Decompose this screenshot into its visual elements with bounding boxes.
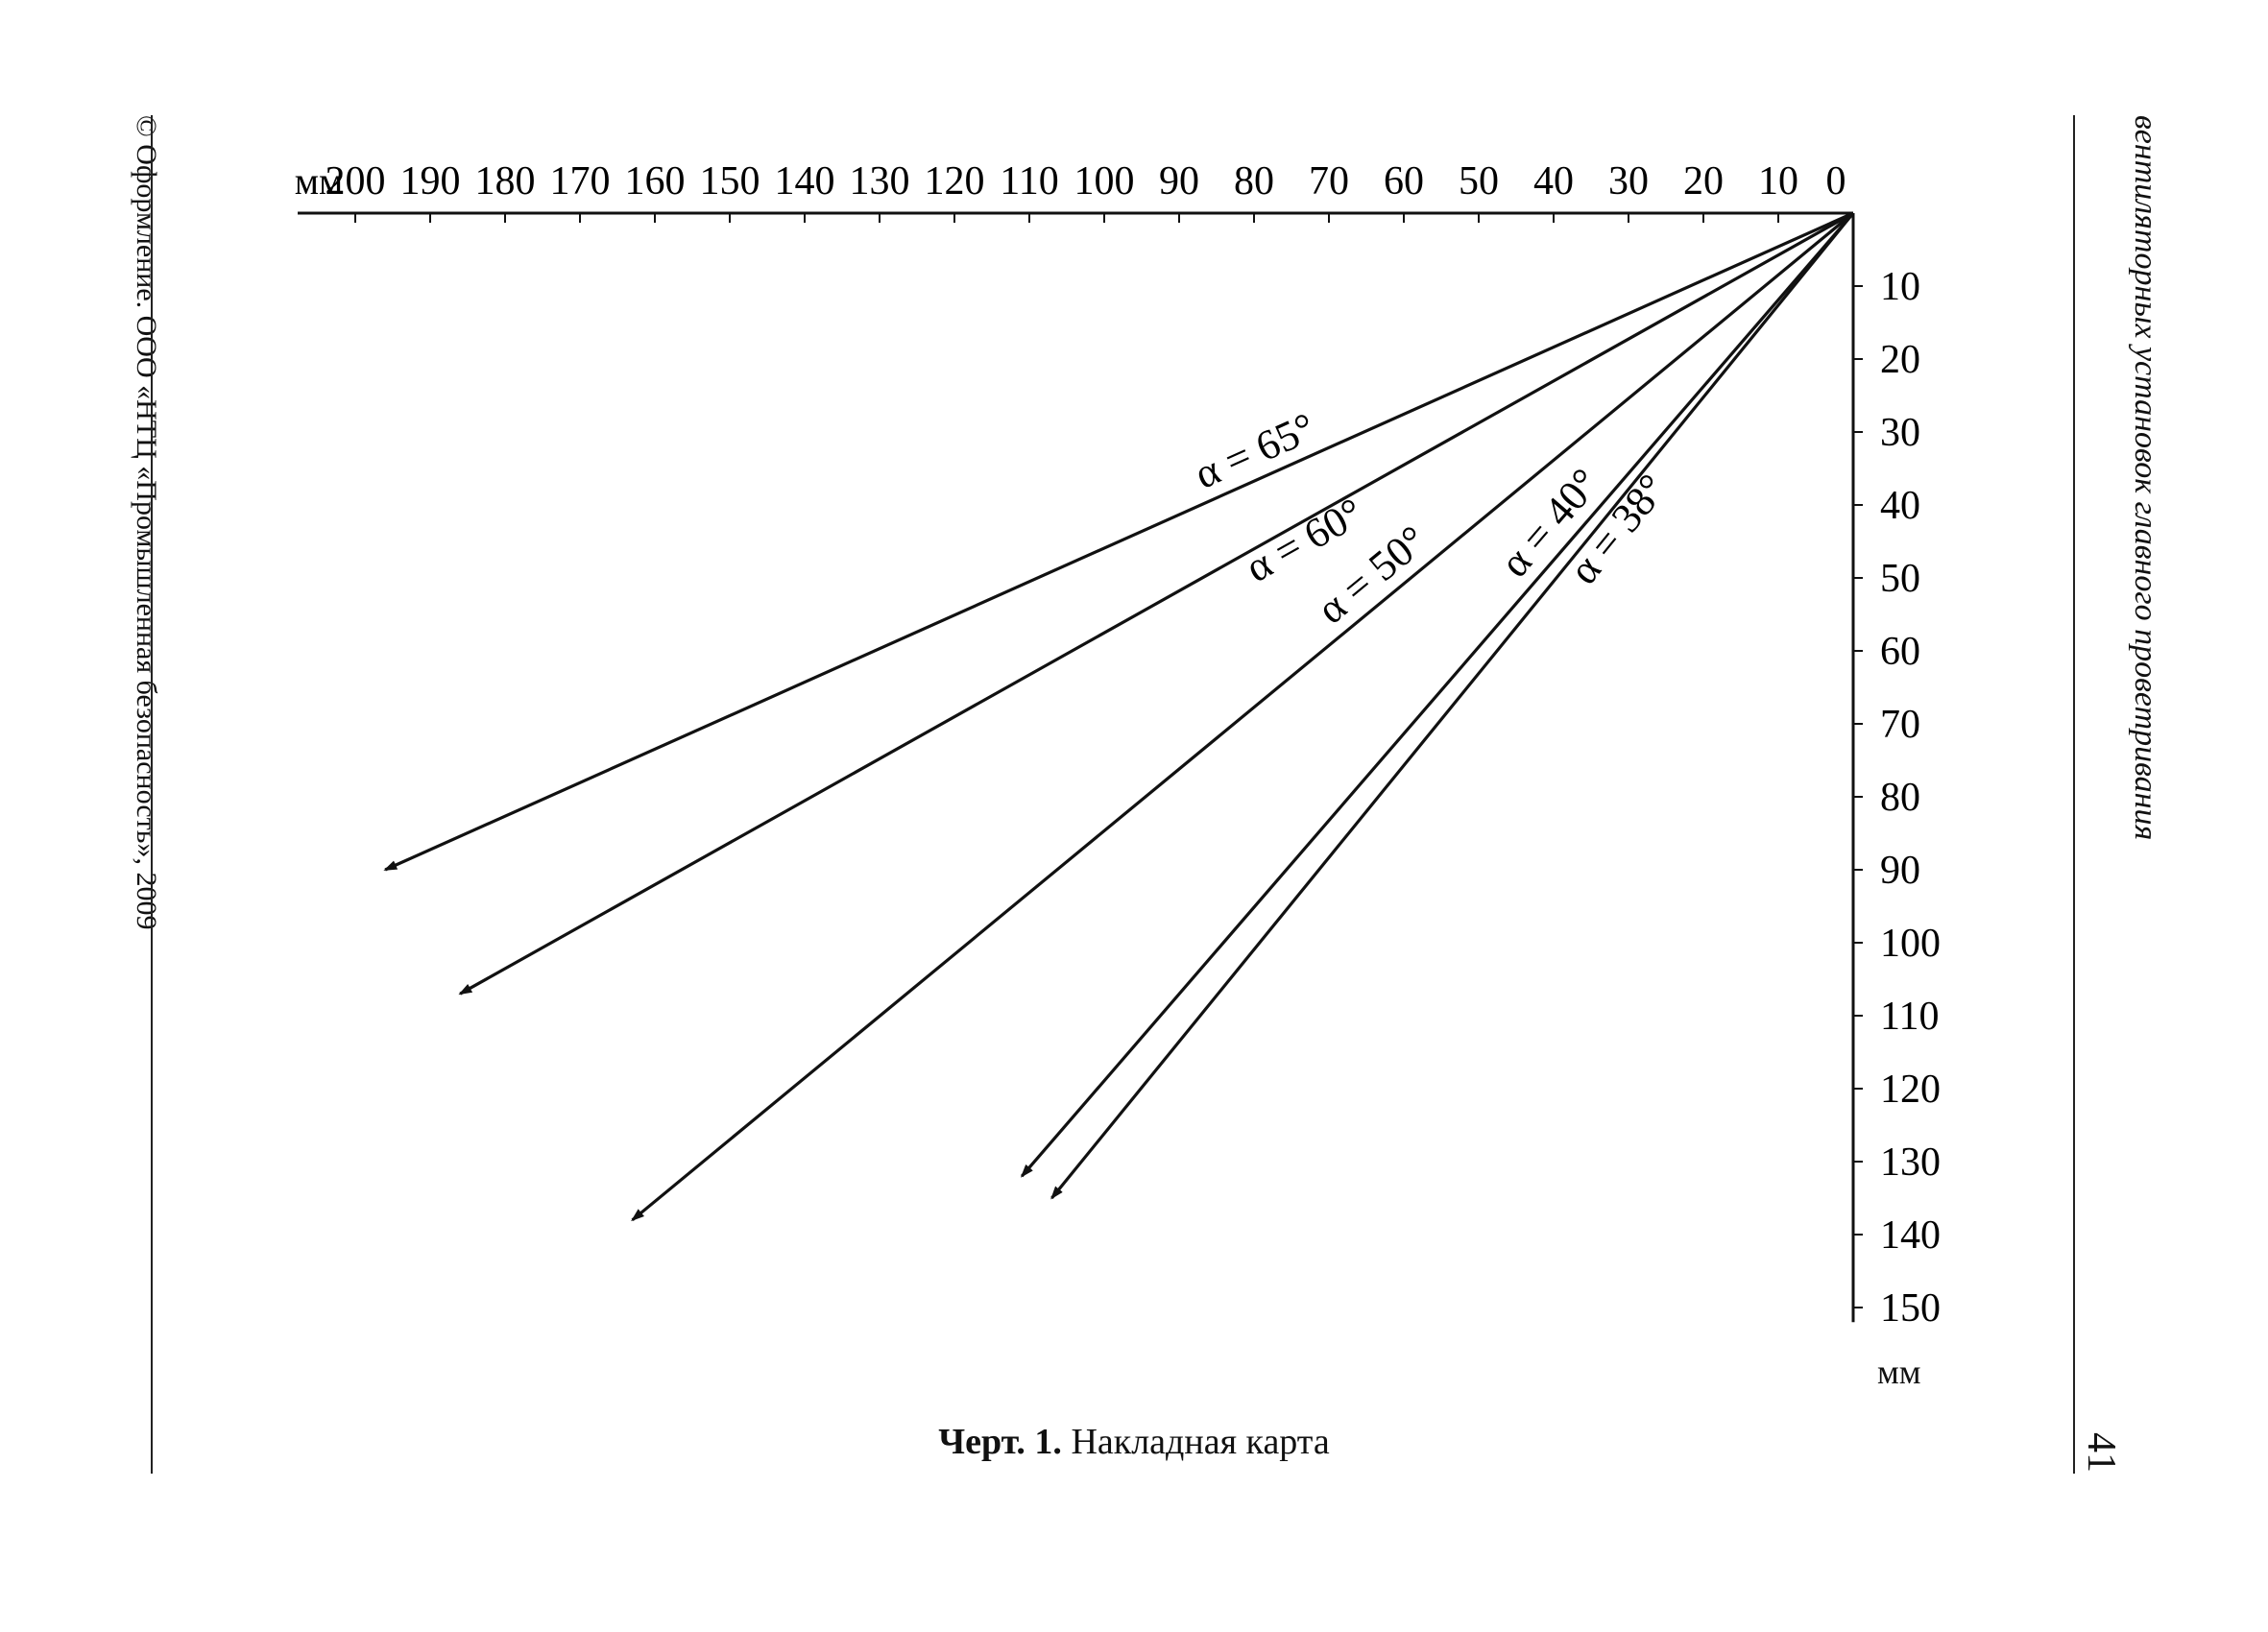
axes: 0 10 20 30 40 50 60 70 80 90 100 110 120 130 140 150 160… [295, 159, 1941, 1331]
y-tick-label: 120 [1880, 1068, 1941, 1112]
y-tick-label: 130 [1880, 1140, 1941, 1185]
y-tick-label: 60 [1880, 630, 1920, 674]
ray-1 [458, 211, 1854, 996]
x-tick-label: 100 [1074, 159, 1135, 204]
x-tick-label: 110 [1000, 159, 1058, 204]
y-tick-label: 50 [1880, 557, 1920, 601]
y-tick-label: 10 [1880, 265, 1920, 309]
x-tick-label: 70 [1309, 159, 1349, 204]
x-tick-label: 30 [1608, 159, 1649, 204]
caption-number: Черт. 1. [938, 1422, 1062, 1462]
x-tick-label: 120 [925, 159, 985, 204]
y-tick-label: 30 [1880, 411, 1920, 455]
x-tick-label: 60 [1384, 159, 1424, 204]
y-tick-label: 150 [1880, 1286, 1941, 1331]
x-tick-label: 130 [850, 159, 910, 204]
ray-label: α = 65° [1188, 403, 1322, 497]
ray-4 [1050, 211, 1855, 1200]
figure-caption: Черт. 1. Накладная карта [0, 1421, 2268, 1463]
y-tick-label: 110 [1880, 995, 1939, 1039]
y-axis-unit: мм [1877, 1353, 1921, 1391]
x-tick-label: 10 [1758, 159, 1798, 204]
x-tick-label: 160 [625, 159, 686, 204]
y-tick-label: 20 [1880, 338, 1920, 382]
x-tick-label: 80 [1234, 159, 1274, 204]
ray-0 [383, 211, 1854, 872]
y-tick-label: 40 [1880, 484, 1920, 528]
x-tick-label: 0 [1826, 159, 1846, 204]
x-tick-label: 20 [1683, 159, 1724, 204]
x-tick-label: 140 [775, 159, 835, 204]
x-tick-label: 150 [700, 159, 760, 204]
x-tick-label: 50 [1459, 159, 1499, 204]
x-tick-label: 190 [400, 159, 461, 204]
x-axis-unit: мм [295, 159, 344, 203]
y-tick-label: 90 [1880, 849, 1920, 893]
x-tick-label: 200 [326, 159, 386, 204]
caption-text: Накладная карта [1071, 1422, 1330, 1462]
rays: α = 65°α = 60°α = 50° α = 40°α = 38° [383, 211, 1855, 1222]
y-tick-label: 80 [1880, 776, 1920, 820]
ray-3 [1020, 211, 1855, 1178]
ray-2 [631, 211, 1855, 1222]
x-tick-label: 40 [1533, 159, 1574, 204]
x-tick-label: 90 [1159, 159, 1199, 204]
x-tick-label: 170 [550, 159, 611, 204]
y-tick-label: 140 [1880, 1213, 1941, 1258]
x-tick-label: 180 [475, 159, 536, 204]
y-tick-label: 100 [1880, 922, 1941, 966]
y-tick-label: 70 [1880, 703, 1920, 747]
